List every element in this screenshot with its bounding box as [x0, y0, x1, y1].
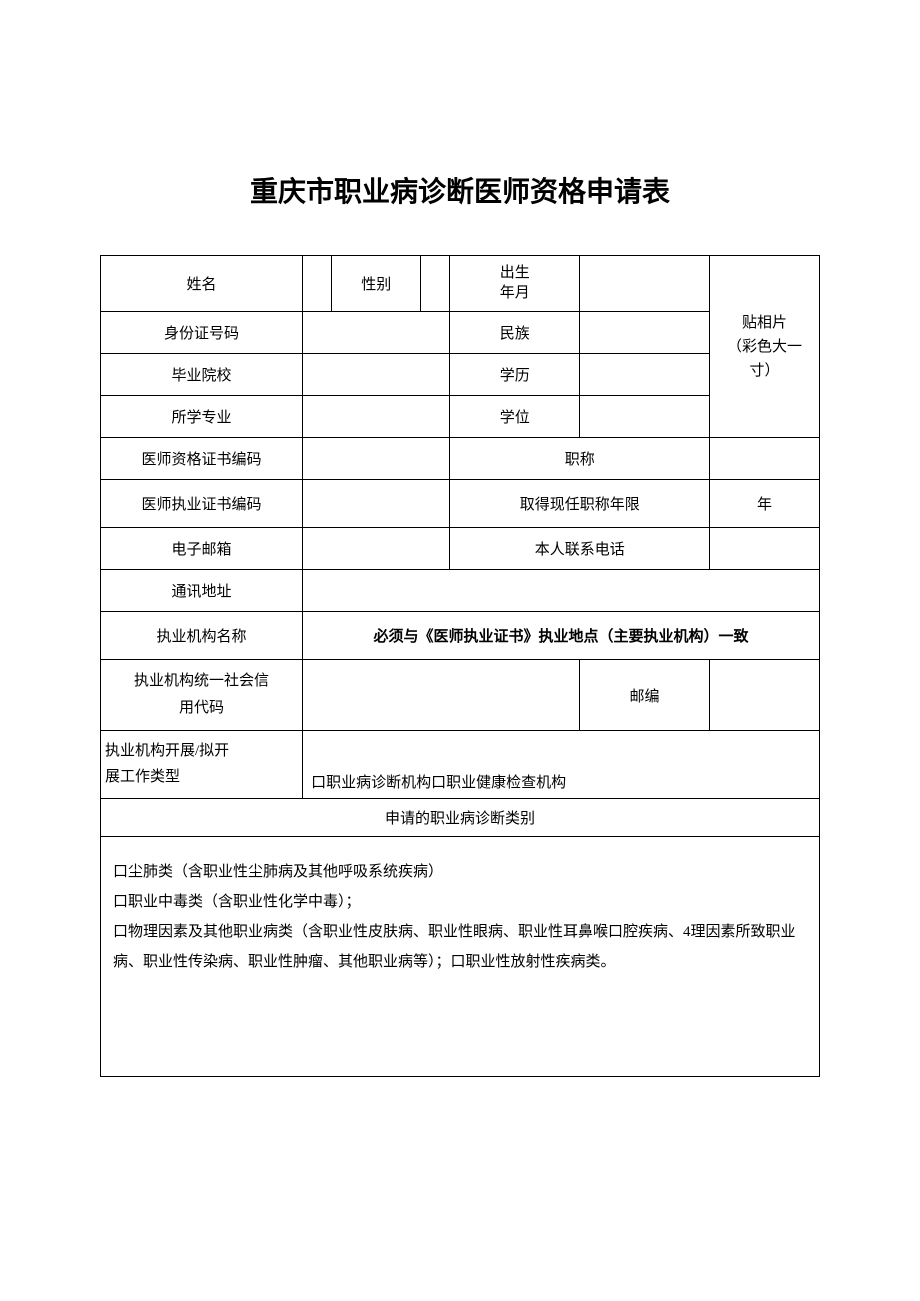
phone-value[interactable]	[710, 528, 820, 570]
education-value[interactable]	[580, 354, 710, 396]
title-years-value[interactable]: 年	[710, 480, 820, 528]
birth-label: 出生 年月	[450, 256, 580, 312]
degree-value[interactable]	[580, 396, 710, 438]
education-label: 学历	[450, 354, 580, 396]
form-title: 重庆市职业病诊断医师资格申请表	[100, 170, 820, 210]
title-years-label: 取得现任职称年限	[450, 480, 710, 528]
birth-value[interactable]	[580, 256, 710, 312]
gender-value[interactable]	[421, 256, 450, 312]
category-content[interactable]: 口尘肺类（含职业性尘肺病及其他呼吸系统疾病） 口职业中毒类（含职业性化学中毒）；…	[101, 837, 820, 1077]
email-value[interactable]	[303, 528, 450, 570]
name-label: 姓名	[101, 256, 303, 312]
email-label: 电子邮箱	[101, 528, 303, 570]
work-type-label: 执业机构开展/拟开 展工作类型	[101, 731, 303, 799]
social-credit-label: 执业机构统一社会信 用代码	[101, 660, 303, 731]
title-label: 职称	[450, 438, 710, 480]
category-header: 申请的职业病诊断类别	[101, 799, 820, 837]
title-value[interactable]	[710, 438, 820, 480]
ethnicity-value[interactable]	[580, 312, 710, 354]
photo-area[interactable]: 贴相片 （彩色大一寸）	[710, 256, 820, 438]
school-label: 毕业院校	[101, 354, 303, 396]
id-number-label: 身份证号码	[101, 312, 303, 354]
ethnicity-label: 民族	[450, 312, 580, 354]
phone-label: 本人联系电话	[450, 528, 710, 570]
name-value[interactable]	[303, 256, 332, 312]
practice-cert-label: 医师执业证书编码	[101, 480, 303, 528]
doctor-cert-label: 医师资格证书编码	[101, 438, 303, 480]
major-value[interactable]	[303, 396, 450, 438]
address-label: 通讯地址	[101, 570, 303, 612]
postcode-label: 邮编	[580, 660, 710, 731]
gender-label: 性别	[332, 256, 421, 312]
work-type-options[interactable]: 口职业病诊断机构口职业健康检查机构	[303, 731, 820, 799]
application-form-table: 姓名 性别 出生 年月 贴相片 （彩色大一寸） 身份证号码 民族 毕业院校 学历…	[100, 255, 820, 1077]
institution-label: 执业机构名称	[101, 612, 303, 660]
id-number-value[interactable]	[303, 312, 450, 354]
doctor-cert-value[interactable]	[303, 438, 450, 480]
school-value[interactable]	[303, 354, 450, 396]
address-value[interactable]	[303, 570, 820, 612]
social-credit-value[interactable]	[303, 660, 580, 731]
postcode-value[interactable]	[710, 660, 820, 731]
institution-note: 必须与《医师执业证书》执业地点（主要执业机构）一致	[303, 612, 820, 660]
practice-cert-value[interactable]	[303, 480, 450, 528]
major-label: 所学专业	[101, 396, 303, 438]
degree-label: 学位	[450, 396, 580, 438]
